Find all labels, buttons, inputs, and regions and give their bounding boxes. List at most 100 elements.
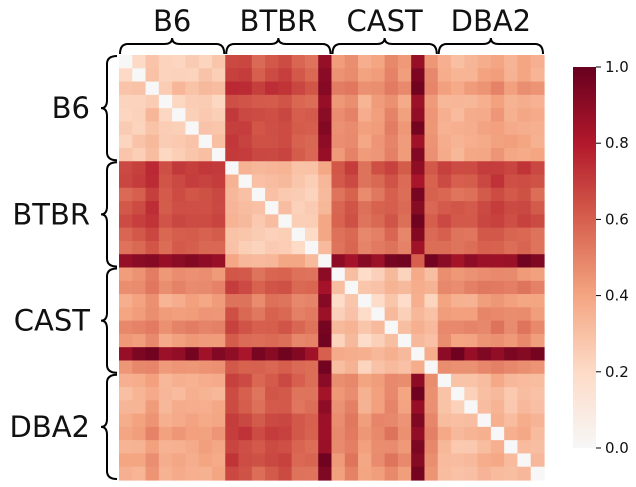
heatmap-cell bbox=[384, 94, 399, 109]
heatmap-cell bbox=[464, 55, 479, 69]
heatmap-cell bbox=[371, 55, 386, 69]
heatmap-cell bbox=[304, 187, 319, 202]
heatmap-cell bbox=[185, 81, 200, 96]
heatmap-cell bbox=[265, 267, 279, 282]
heatmap-cell bbox=[384, 201, 399, 215]
heatmap-cell bbox=[464, 68, 479, 83]
heatmap-cell bbox=[358, 174, 372, 189]
heatmap-cell bbox=[318, 320, 333, 335]
heatmap-cell bbox=[185, 134, 200, 149]
heatmap-cell bbox=[198, 214, 213, 229]
heatmap-cell bbox=[517, 81, 532, 96]
heatmap-cell bbox=[530, 400, 545, 415]
heatmap-cell bbox=[304, 161, 319, 176]
heatmap-cell bbox=[424, 453, 439, 468]
heatmap-cell bbox=[397, 453, 412, 468]
heatmap-cell bbox=[411, 387, 426, 401]
heatmap-cell bbox=[530, 121, 545, 136]
heatmap-cell bbox=[132, 360, 147, 375]
heatmap-cell bbox=[211, 333, 226, 348]
heatmap-cell bbox=[318, 174, 333, 189]
heatmap-cell bbox=[119, 440, 133, 455]
heatmap-cell bbox=[384, 413, 399, 428]
heatmap-cell bbox=[132, 174, 147, 189]
heatmap-cell bbox=[490, 373, 505, 388]
heatmap-cell bbox=[291, 147, 306, 162]
heatmap-cell bbox=[397, 400, 412, 415]
row-group-label: BTBR bbox=[12, 197, 90, 231]
heatmap-cell bbox=[145, 174, 160, 189]
heatmap-cell bbox=[318, 440, 333, 455]
heatmap-cell bbox=[477, 55, 492, 69]
heatmap-cell bbox=[238, 267, 253, 282]
heatmap-cell bbox=[358, 373, 372, 388]
heatmap-cell bbox=[278, 201, 293, 215]
heatmap-cell bbox=[424, 187, 439, 202]
heatmap-cell bbox=[132, 413, 147, 428]
heatmap-cell bbox=[371, 347, 386, 362]
heatmap-cell bbox=[304, 134, 319, 149]
heatmap-cell bbox=[371, 121, 386, 136]
heatmap-cell bbox=[358, 187, 372, 202]
heatmap-cell bbox=[437, 55, 452, 69]
heatmap-cell bbox=[119, 81, 133, 96]
heatmap-cell bbox=[119, 373, 133, 388]
heatmap-cell bbox=[119, 360, 133, 375]
colorbar-tick-label: 0.4 bbox=[605, 287, 629, 305]
heatmap-cell bbox=[530, 294, 545, 308]
heatmap-cell bbox=[397, 134, 412, 149]
heatmap-cell bbox=[371, 254, 386, 269]
heatmap-cell bbox=[490, 320, 505, 335]
heatmap-cell bbox=[251, 466, 266, 481]
heatmap-cell bbox=[251, 227, 266, 242]
heatmap-cell bbox=[225, 174, 240, 189]
heatmap-cell bbox=[318, 453, 333, 468]
heatmap-cell bbox=[358, 347, 372, 362]
heatmap-cell bbox=[238, 333, 253, 348]
heatmap-cell bbox=[397, 320, 412, 335]
heatmap-cell bbox=[411, 201, 426, 215]
heatmap-cell bbox=[358, 294, 372, 308]
heatmap-cell bbox=[384, 333, 399, 348]
heatmap-cell bbox=[490, 254, 505, 269]
heatmap-cell bbox=[158, 227, 173, 242]
colorbar-tick-label: 0.2 bbox=[605, 363, 629, 381]
heatmap-cell bbox=[238, 147, 253, 162]
colorbar-gradient bbox=[573, 67, 596, 448]
heatmap-cell bbox=[477, 94, 492, 109]
heatmap-cell bbox=[225, 134, 240, 149]
colorbar-tick-label: 0.8 bbox=[605, 134, 629, 152]
heatmap-cell bbox=[371, 108, 386, 123]
heatmap-cell bbox=[278, 360, 293, 375]
heatmap-cell bbox=[211, 68, 226, 83]
heatmap-cell bbox=[225, 187, 240, 202]
heatmap-cell bbox=[451, 413, 465, 428]
heatmap-cell bbox=[397, 68, 412, 83]
heatmap-cell bbox=[477, 426, 492, 441]
heatmap-cell bbox=[291, 94, 306, 109]
heatmap-cell bbox=[331, 214, 346, 229]
heatmap-cell bbox=[304, 108, 319, 123]
heatmap-cell bbox=[291, 174, 306, 189]
heatmap-cell bbox=[384, 294, 399, 308]
heatmap-cell bbox=[132, 307, 147, 322]
heatmap-cell bbox=[397, 373, 412, 388]
heatmap-cell bbox=[331, 55, 346, 69]
heatmap-cell bbox=[477, 68, 492, 83]
heatmap-cell bbox=[198, 400, 213, 415]
heatmap-cell bbox=[397, 466, 412, 481]
heatmap-cell bbox=[451, 440, 465, 455]
heatmap-cell bbox=[477, 400, 492, 415]
heatmap-cell bbox=[318, 227, 333, 242]
heatmap-cell bbox=[477, 174, 492, 189]
heatmap-cell bbox=[119, 280, 133, 295]
heatmap-cell bbox=[132, 466, 147, 481]
heatmap-cell bbox=[211, 360, 226, 375]
heatmap-cell bbox=[278, 81, 293, 96]
heatmap-cell bbox=[517, 360, 532, 375]
heatmap-cell bbox=[451, 134, 465, 149]
heatmap-cell bbox=[172, 413, 187, 428]
heatmap-cell bbox=[504, 134, 519, 149]
heatmap-cell bbox=[490, 400, 505, 415]
heatmap-cell bbox=[424, 307, 439, 322]
